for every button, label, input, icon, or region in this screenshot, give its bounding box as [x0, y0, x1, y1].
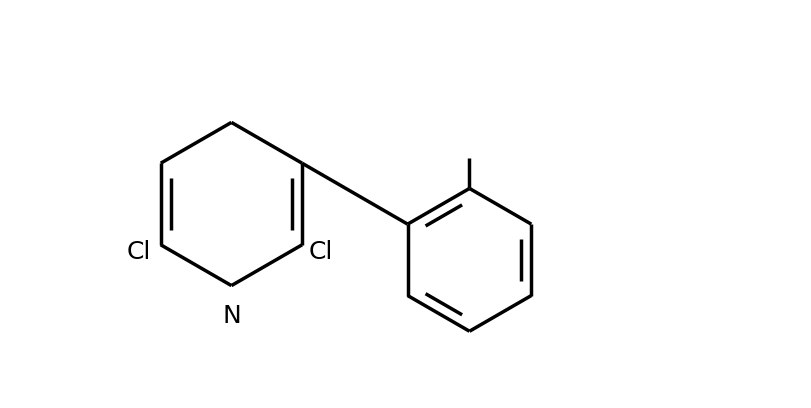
Text: Cl: Cl [308, 240, 333, 264]
Text: Cl: Cl [127, 240, 151, 264]
Text: N: N [221, 304, 241, 328]
